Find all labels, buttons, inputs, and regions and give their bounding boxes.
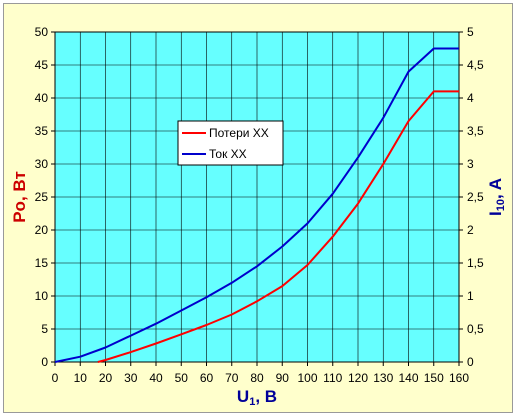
y-right-tick-label: 3,5 — [467, 124, 484, 138]
plot-border — [54, 31, 460, 363]
x-axis-title-unit: , В — [255, 387, 277, 406]
x-tick-label: 70 — [225, 371, 239, 385]
chart: 0 10 20 30 40 50 60 70 80 90 100 110 120 130 140 150 160… — [10, 25, 507, 408]
x-tick-label: 160 — [449, 371, 469, 385]
y-left-tick-label: 10 — [35, 289, 49, 303]
y-left-tick-label: 45 — [35, 58, 49, 72]
x-tick-label: 10 — [74, 371, 88, 385]
legend: Потери ХХ Ток ХХ — [177, 120, 284, 166]
x-tick-label: 90 — [276, 371, 290, 385]
y-right-tick-label: 2,5 — [467, 190, 484, 204]
series-line-losses — [97, 90, 459, 363]
y-right-tick-label: 0 — [467, 355, 474, 369]
y-right-axis-title: I10, A — [486, 178, 507, 216]
y-right-tick-label: 4,5 — [467, 58, 484, 72]
x-tick-label: 120 — [348, 371, 368, 385]
x-tick-label: 80 — [250, 371, 264, 385]
y-right-tick-label: 0,5 — [467, 322, 484, 336]
y-left-tick-label: 50 — [35, 25, 49, 39]
x-axis-title-sub: 1 — [249, 396, 255, 408]
y-right-axis-title-main: I — [486, 211, 505, 216]
x-tick-label: 100 — [297, 371, 317, 385]
x-tick-label: 60 — [200, 371, 214, 385]
tick-labels: 0 10 20 30 40 50 60 70 80 90 100 110 120 130 140 150 160… — [35, 25, 484, 385]
chart-frame: 0 10 20 30 40 50 60 70 80 90 100 110 120 130 140 150 160… — [3, 3, 513, 413]
x-tick-label: 40 — [149, 371, 163, 385]
y-left-tick-label: 15 — [35, 256, 49, 270]
legend-label-current: Ток ХХ — [209, 147, 247, 161]
y-left-axis-title: Po, Вт — [10, 171, 29, 223]
x-tick-label: 50 — [175, 371, 189, 385]
x-tick-label: 130 — [373, 371, 393, 385]
y-left-tick-label: 30 — [35, 157, 49, 171]
x-tick-label: 20 — [99, 371, 113, 385]
y-right-tick-label: 3 — [467, 157, 474, 171]
y-right-tick-label: 4 — [467, 91, 474, 105]
x-tick-label: 140 — [398, 371, 418, 385]
y-right-tick-label: 2 — [467, 223, 474, 237]
y-right-axis-title-sub: 10 — [495, 199, 507, 211]
legend-label-losses: Потери ХХ — [209, 126, 269, 140]
y-right-axis-title-unit: , A — [486, 178, 505, 199]
series-line-current — [54, 47, 459, 363]
series-lines — [54, 47, 459, 363]
y-left-tick-label: 40 — [35, 91, 49, 105]
x-tick-label: 110 — [323, 371, 342, 385]
y-left-tick-label: 35 — [35, 124, 49, 138]
y-left-tick-label: 25 — [35, 190, 49, 204]
y-left-tick-label: 20 — [35, 223, 49, 237]
x-tick-label: 150 — [424, 371, 444, 385]
y-right-tick-label: 1 — [467, 289, 474, 303]
x-axis-title: U1, В — [237, 387, 277, 408]
x-tick-label: 0 — [52, 371, 59, 385]
x-axis-title-main: U — [237, 387, 249, 406]
grid — [51, 31, 463, 366]
x-tick-label: 30 — [124, 371, 138, 385]
y-right-tick-label: 1,5 — [467, 256, 484, 270]
legend-box — [177, 120, 284, 166]
y-right-tick-label: 5 — [467, 25, 474, 39]
y-left-tick-label: 5 — [41, 322, 48, 336]
y-left-tick-label: 0 — [41, 355, 48, 369]
